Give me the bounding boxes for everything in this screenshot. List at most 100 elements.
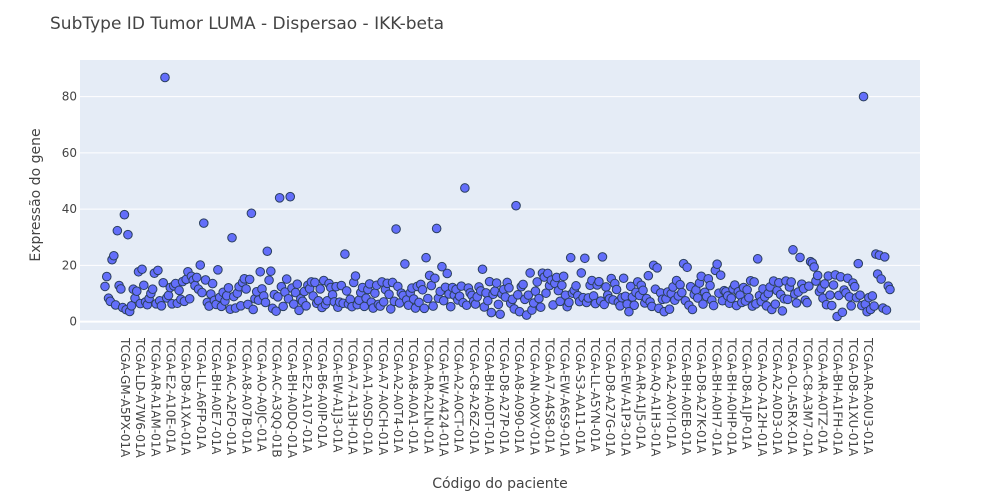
data-point [241, 284, 251, 294]
x-tick-label: TCGA-AN-A0XV-01A [527, 337, 541, 456]
x-tick-label: TCGA-GM-A5PX-01A [118, 337, 132, 458]
y-tick-label: 60 [62, 146, 77, 160]
data-point [495, 309, 505, 320]
data-point [414, 297, 424, 308]
data-point [782, 294, 793, 305]
x-tick-label: TCGA-EW-A1J3-01A [330, 337, 344, 453]
data-point [126, 301, 137, 311]
data-point [195, 260, 206, 270]
data-point [294, 305, 304, 316]
y-axis-title: Expressão do gene [28, 128, 44, 261]
data-point [597, 252, 608, 262]
data-point [378, 297, 389, 307]
x-tick-label: TCGA-A2-A0YI-01A [664, 337, 678, 450]
data-point [421, 252, 431, 263]
x-tick-label: TCGA-A8-A090-01A [512, 337, 526, 454]
x-tick-label: TCGA-A1-A0SD-01A [361, 337, 375, 456]
data-point [802, 297, 812, 308]
data-point [869, 301, 879, 311]
data-point [445, 301, 456, 312]
x-axis-title: Código do paciente [432, 476, 568, 492]
data-point [163, 290, 174, 301]
data-point [244, 274, 255, 285]
data-point [629, 300, 640, 311]
data-point [438, 295, 449, 306]
data-point [675, 279, 685, 290]
data-point [428, 301, 438, 311]
data-point [158, 277, 169, 288]
x-tick-label: TCGA-BH-A0DQ-01A [285, 337, 299, 459]
x-tick-label: TCGA-AR-A2LN-01A [421, 337, 435, 455]
data-point [160, 72, 170, 83]
data-point [715, 270, 726, 280]
data-point [881, 305, 892, 315]
x-tick-label: TCGA-LL-A6FP-01A [194, 337, 208, 450]
data-point [292, 279, 303, 289]
data-point [580, 253, 590, 264]
data-point [682, 262, 692, 273]
data-point [184, 293, 195, 304]
data-point [260, 297, 271, 308]
data-point [262, 246, 273, 257]
x-tick-label: TCGA-A7-A13H-01A [345, 337, 359, 455]
data-point [518, 279, 528, 290]
x-tick-label: TCGA-D8-A27K-01A [694, 337, 708, 454]
data-point [564, 297, 574, 308]
data-point [638, 285, 648, 296]
x-tick-label: TCGA-AO-A12H-01A [755, 337, 769, 457]
x-tick-label: TCGA-A7-A0CH-01A [376, 337, 390, 456]
data-point [777, 306, 788, 316]
x-tick-label: TCGA-BH-A1FH-01A [831, 337, 845, 456]
y-tick-label: 40 [62, 202, 77, 216]
data-point [744, 292, 754, 303]
data-point [460, 183, 470, 193]
data-point [340, 249, 350, 259]
x-tick-label: TCGA-D8-A27G-01A [603, 337, 617, 457]
data-point [825, 290, 835, 300]
data-point [486, 307, 497, 318]
data-point [430, 273, 440, 284]
grid-lines [80, 96, 920, 323]
data-point [255, 266, 266, 277]
x-tick-label: TCGA-AC-A3QQ-01B [270, 337, 284, 458]
data-point [752, 254, 763, 264]
data-point [423, 293, 433, 304]
data-point [491, 278, 502, 288]
x-tick-label: TCGA-E2-A107-01A [300, 337, 314, 454]
data-point [618, 273, 629, 284]
data-point [625, 281, 636, 292]
data-point [786, 277, 797, 287]
x-tick-label: TCGA-EW-A1P3-01A [618, 337, 632, 457]
x-tick-label: TCGA-A2-A0CT-01A [452, 337, 466, 453]
y-tick-label: 20 [62, 258, 77, 272]
data-point [557, 280, 567, 291]
data-point [708, 300, 719, 311]
data-point [391, 224, 401, 234]
x-tick-label: TCGA-D8-A27P-01A [497, 337, 511, 455]
x-tick-label: TCGA-D8-A1JP-01A [740, 337, 754, 450]
x-tick-label: TCGA-BH-A0E7-01A [209, 337, 223, 455]
data-point [698, 299, 708, 309]
data-point [477, 264, 488, 275]
data-point [288, 299, 299, 309]
data-point [770, 299, 781, 309]
data-point [809, 262, 819, 272]
x-tick-label: TCGA-D8-A1XA-01A [179, 337, 193, 456]
data-point [504, 283, 514, 293]
data-point [191, 272, 202, 283]
x-tick-label: TCGA-LL-A5YN-01A [588, 337, 602, 453]
x-tick-label: TCGA-AC-A2FO-01A [224, 337, 238, 456]
data-point [594, 276, 604, 287]
data-point [511, 200, 521, 211]
data-point [400, 259, 410, 269]
y-tick-label: 80 [62, 90, 77, 104]
x-tick-label: TCGA-OL-A5RX-01A [785, 337, 799, 455]
x-tick-label: TCGA-EW-A424-01A [436, 337, 450, 457]
data-point [611, 284, 622, 295]
data-point [558, 271, 569, 282]
x-tick-label: TCGA-S3-AA11-01A [573, 337, 587, 455]
x-tick-label: TCGA-BH-A0EB-01A [679, 337, 693, 456]
x-tick-label: TCGA-BH-A0HP-01A [725, 337, 739, 456]
data-point [867, 291, 878, 301]
